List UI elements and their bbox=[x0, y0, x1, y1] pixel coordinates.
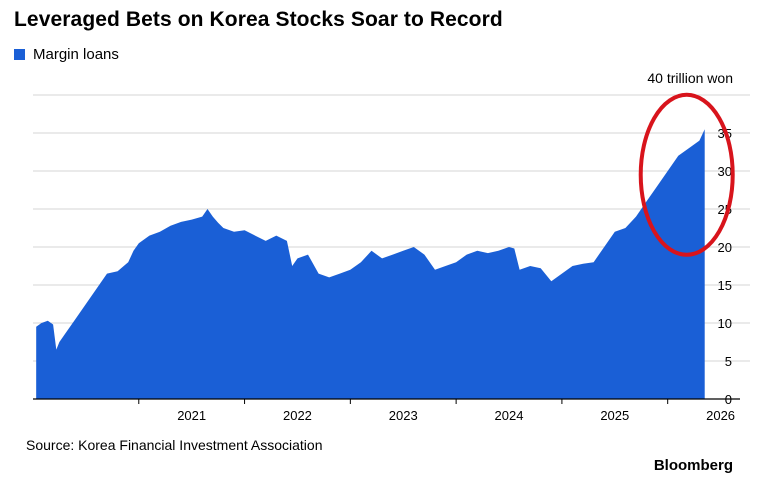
chart-title: Leveraged Bets on Korea Stocks Soar to R… bbox=[14, 8, 503, 31]
x-tick-label: 2023 bbox=[389, 408, 418, 423]
y-tick-label: 30 bbox=[718, 164, 732, 179]
y-tick-label: 15 bbox=[718, 278, 732, 293]
legend: Margin loans bbox=[14, 46, 119, 63]
legend-label: Margin loans bbox=[33, 46, 119, 63]
record-high-annotation-ellipse bbox=[638, 92, 735, 257]
x-tick-label: 2021 bbox=[177, 408, 206, 423]
y-tick-label: 20 bbox=[718, 240, 732, 255]
series-area-margin-loans bbox=[36, 129, 705, 399]
x-tick-label: 2026 bbox=[706, 408, 735, 423]
y-tick-label: 5 bbox=[725, 354, 732, 369]
x-tick-label: 2025 bbox=[600, 408, 629, 423]
y-axis-unit-label: 40 trillion won bbox=[647, 70, 733, 86]
brand-logo-text: Bloomberg bbox=[653, 457, 733, 474]
x-tick-label: 2022 bbox=[283, 408, 312, 423]
y-tick-label: 0 bbox=[725, 392, 732, 407]
source-note: Source: Korea Financial Investment Assoc… bbox=[26, 437, 323, 453]
x-tick-label: 2024 bbox=[495, 408, 524, 423]
y-tick-label: 10 bbox=[718, 316, 732, 331]
legend-swatch bbox=[14, 49, 25, 60]
